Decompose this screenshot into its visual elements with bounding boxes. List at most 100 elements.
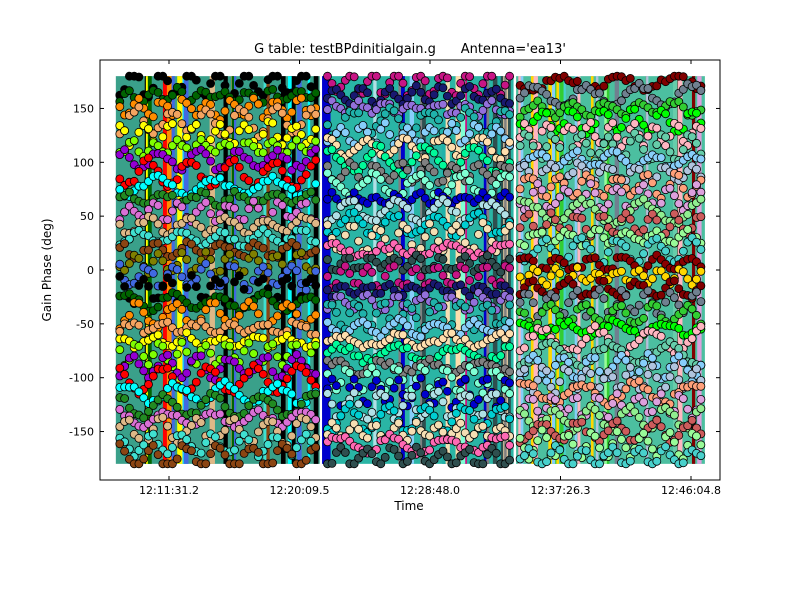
data-point	[416, 332, 426, 342]
data-point	[225, 341, 235, 351]
y-tick-label: -150	[69, 426, 94, 439]
data-point	[678, 267, 688, 277]
data-point	[124, 259, 134, 268]
data-point	[144, 245, 153, 255]
data-point	[603, 132, 613, 142]
y-tick-label: 150	[73, 102, 94, 115]
data-point	[148, 371, 158, 381]
data-point	[630, 104, 640, 114]
data-point	[277, 166, 287, 176]
data-point	[327, 134, 337, 144]
data-point	[595, 393, 604, 403]
data-point	[115, 174, 125, 184]
scan-segment-3	[515, 71, 706, 469]
data-point	[528, 276, 538, 286]
data-point	[206, 135, 216, 145]
data-point	[438, 427, 448, 437]
data-point	[311, 179, 321, 189]
data-point	[465, 82, 475, 91]
data-point	[139, 366, 149, 376]
data-point	[634, 133, 644, 143]
data-point	[167, 278, 177, 288]
data-point	[491, 84, 501, 94]
data-point	[551, 395, 560, 405]
data-point	[389, 170, 399, 180]
data-point	[182, 328, 192, 338]
data-point	[505, 192, 515, 202]
data-point	[139, 454, 149, 464]
data-point	[323, 389, 332, 398]
data-point	[277, 259, 287, 269]
data-point	[515, 433, 525, 443]
data-point	[581, 446, 591, 456]
data-point	[215, 278, 225, 288]
data-point	[311, 266, 321, 276]
data-point	[665, 183, 675, 193]
data-point	[621, 355, 631, 365]
data-point	[124, 86, 134, 96]
data-point	[244, 154, 254, 164]
data-point	[487, 305, 497, 315]
data-point	[306, 348, 316, 358]
data-point	[696, 194, 706, 204]
data-point	[678, 394, 688, 404]
data-point	[253, 203, 263, 213]
data-point	[306, 375, 316, 385]
data-point	[505, 99, 515, 108]
data-point	[661, 442, 670, 452]
data-point	[687, 334, 697, 344]
data-point	[590, 321, 600, 331]
data-point	[474, 122, 483, 132]
data-point	[696, 451, 706, 461]
data-point	[599, 374, 609, 384]
data-point	[460, 168, 470, 178]
data-point	[311, 369, 321, 379]
data-point	[124, 415, 134, 425]
data-point	[599, 191, 609, 201]
data-point	[239, 373, 249, 383]
data-point	[474, 145, 483, 155]
data-point	[177, 87, 187, 97]
data-point	[273, 102, 282, 112]
data-point	[220, 106, 230, 116]
data-point	[225, 249, 235, 259]
data-point	[367, 449, 377, 459]
data-point	[268, 458, 278, 468]
data-point	[429, 126, 439, 136]
data-point	[220, 425, 230, 435]
data-point	[244, 338, 254, 348]
y-tick-label: -100	[69, 372, 94, 385]
data-point	[639, 271, 648, 281]
data-point	[678, 145, 688, 155]
data-point	[537, 425, 547, 435]
data-point	[500, 402, 510, 411]
data-point	[528, 141, 538, 151]
data-point	[429, 148, 439, 158]
data-point	[683, 225, 693, 234]
data-point	[590, 431, 600, 441]
data-point	[696, 404, 706, 414]
data-point	[380, 452, 390, 462]
data-point	[634, 300, 644, 310]
data-point	[134, 387, 144, 397]
data-point	[434, 420, 443, 430]
data-point	[311, 295, 321, 305]
data-point	[311, 195, 321, 205]
data-point	[586, 381, 596, 391]
data-point	[674, 375, 684, 385]
data-point	[230, 155, 239, 165]
data-point	[460, 302, 470, 312]
data-point	[520, 88, 529, 98]
data-point	[172, 135, 182, 145]
data-point	[215, 393, 225, 403]
data-point	[420, 366, 430, 375]
data-point	[696, 212, 706, 222]
data-point	[599, 276, 609, 286]
data-point	[349, 388, 359, 398]
data-point	[296, 248, 306, 258]
data-point	[311, 237, 321, 247]
data-point	[292, 241, 302, 251]
data-point	[407, 157, 417, 167]
data-point	[505, 71, 515, 81]
data-point	[385, 84, 395, 93]
